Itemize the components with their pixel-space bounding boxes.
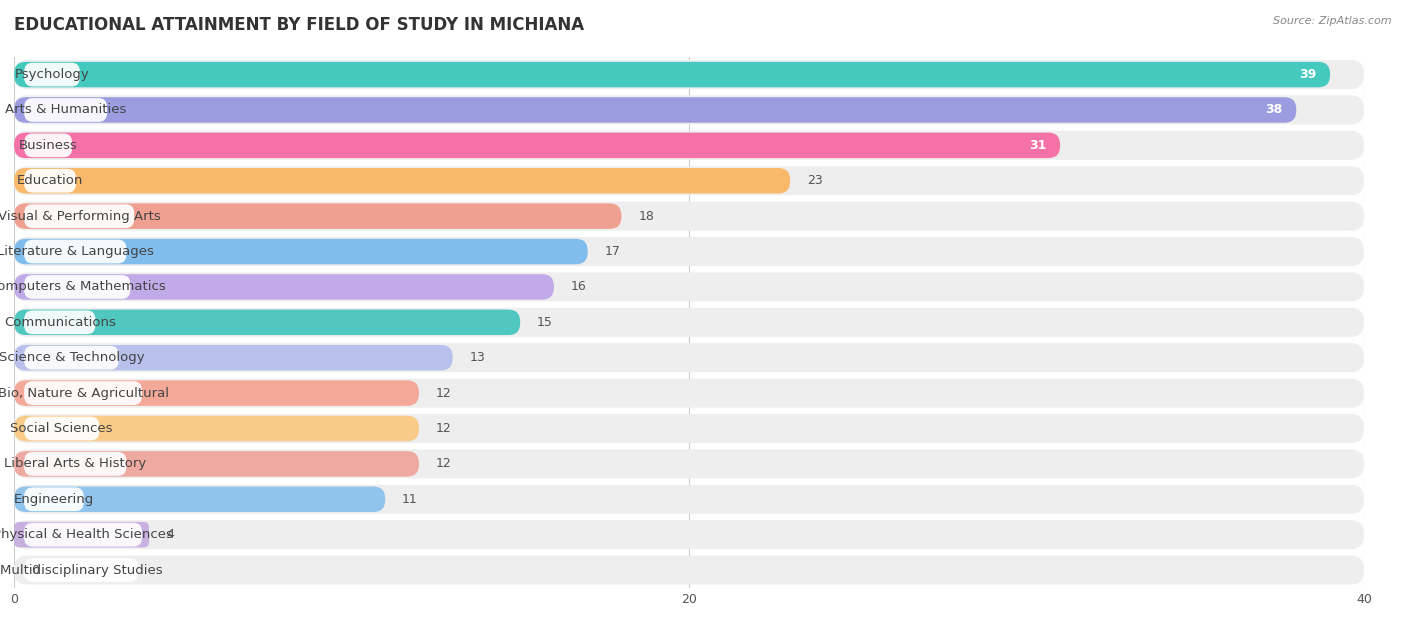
Text: 18: 18 [638, 210, 654, 222]
Text: Communications: Communications [4, 316, 115, 329]
Text: 17: 17 [605, 245, 620, 258]
FancyBboxPatch shape [14, 133, 1060, 158]
Text: Computers & Mathematics: Computers & Mathematics [0, 281, 166, 293]
FancyBboxPatch shape [14, 272, 1364, 301]
FancyBboxPatch shape [14, 274, 554, 300]
FancyBboxPatch shape [24, 381, 142, 405]
FancyBboxPatch shape [24, 275, 131, 299]
Text: Multidisciplinary Studies: Multidisciplinary Studies [0, 564, 163, 576]
Text: Visual & Performing Arts: Visual & Performing Arts [0, 210, 160, 222]
FancyBboxPatch shape [14, 449, 1364, 478]
FancyBboxPatch shape [14, 308, 1364, 337]
Text: 12: 12 [436, 422, 451, 435]
FancyBboxPatch shape [24, 169, 76, 193]
FancyBboxPatch shape [24, 452, 127, 476]
FancyBboxPatch shape [24, 133, 72, 157]
Text: Liberal Arts & History: Liberal Arts & History [4, 458, 146, 470]
FancyBboxPatch shape [24, 523, 142, 547]
Text: 12: 12 [436, 458, 451, 470]
FancyBboxPatch shape [14, 343, 1364, 372]
Text: 11: 11 [402, 493, 418, 506]
FancyBboxPatch shape [14, 131, 1364, 160]
FancyBboxPatch shape [14, 487, 385, 512]
Text: Social Sciences: Social Sciences [10, 422, 112, 435]
FancyBboxPatch shape [14, 379, 1364, 408]
Text: 15: 15 [537, 316, 553, 329]
Text: 38: 38 [1265, 104, 1282, 116]
FancyBboxPatch shape [24, 98, 107, 122]
FancyBboxPatch shape [14, 204, 621, 229]
Text: 13: 13 [470, 351, 485, 364]
Text: Business: Business [18, 139, 77, 152]
FancyBboxPatch shape [14, 451, 419, 477]
Text: Engineering: Engineering [14, 493, 94, 506]
Text: Science & Technology: Science & Technology [0, 351, 145, 364]
Text: EDUCATIONAL ATTAINMENT BY FIELD OF STUDY IN MICHIANA: EDUCATIONAL ATTAINMENT BY FIELD OF STUDY… [14, 16, 583, 33]
FancyBboxPatch shape [24, 204, 134, 228]
Text: Literature & Languages: Literature & Languages [0, 245, 153, 258]
FancyBboxPatch shape [14, 60, 1364, 89]
FancyBboxPatch shape [14, 416, 419, 441]
Text: Physical & Health Sciences: Physical & Health Sciences [0, 528, 173, 541]
FancyBboxPatch shape [24, 310, 96, 334]
FancyBboxPatch shape [14, 522, 149, 547]
FancyBboxPatch shape [14, 380, 419, 406]
FancyBboxPatch shape [14, 166, 1364, 195]
FancyBboxPatch shape [24, 63, 80, 87]
FancyBboxPatch shape [14, 239, 588, 264]
FancyBboxPatch shape [24, 346, 118, 370]
FancyBboxPatch shape [14, 168, 790, 193]
Text: Source: ZipAtlas.com: Source: ZipAtlas.com [1274, 16, 1392, 26]
Text: 0: 0 [31, 564, 39, 576]
Text: 4: 4 [166, 528, 174, 541]
FancyBboxPatch shape [14, 62, 1330, 87]
Text: 23: 23 [807, 174, 823, 187]
FancyBboxPatch shape [14, 237, 1364, 266]
Text: 12: 12 [436, 387, 451, 399]
FancyBboxPatch shape [14, 345, 453, 370]
FancyBboxPatch shape [14, 520, 1364, 549]
Text: 16: 16 [571, 281, 586, 293]
FancyBboxPatch shape [24, 416, 100, 441]
FancyBboxPatch shape [24, 240, 127, 264]
FancyBboxPatch shape [14, 414, 1364, 443]
FancyBboxPatch shape [14, 202, 1364, 231]
FancyBboxPatch shape [14, 310, 520, 335]
Text: Education: Education [17, 174, 83, 187]
Text: Arts & Humanities: Arts & Humanities [4, 104, 127, 116]
FancyBboxPatch shape [24, 487, 84, 511]
Text: 31: 31 [1029, 139, 1046, 152]
Text: Bio, Nature & Agricultural: Bio, Nature & Agricultural [0, 387, 169, 399]
FancyBboxPatch shape [14, 95, 1364, 125]
FancyBboxPatch shape [14, 485, 1364, 514]
Text: Psychology: Psychology [14, 68, 90, 81]
FancyBboxPatch shape [14, 556, 1364, 585]
FancyBboxPatch shape [14, 97, 1296, 123]
Text: 39: 39 [1299, 68, 1316, 81]
FancyBboxPatch shape [24, 558, 138, 582]
